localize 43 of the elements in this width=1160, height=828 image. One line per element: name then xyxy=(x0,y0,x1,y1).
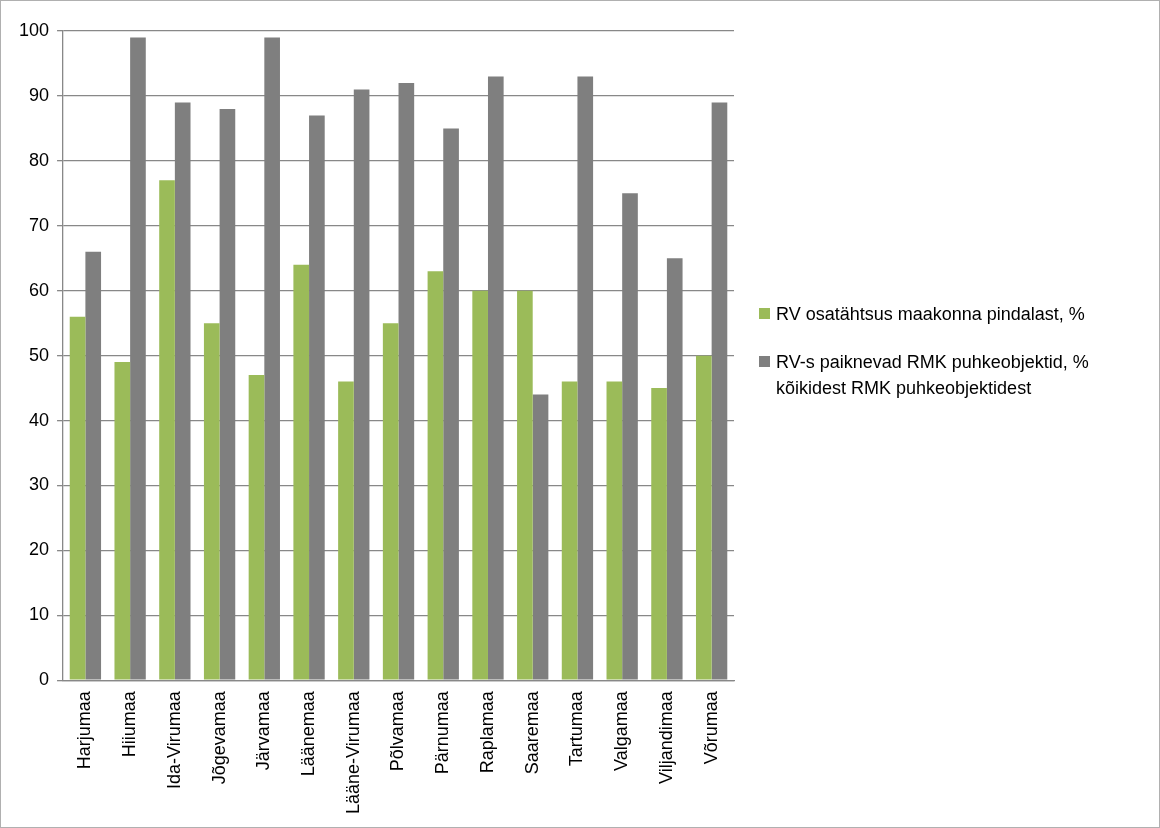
x-tick-label: Hiiumaa xyxy=(119,690,140,758)
x-tick-label: Pärnumaa xyxy=(432,690,453,775)
bar xyxy=(606,381,623,680)
y-tick-label: 90 xyxy=(29,84,50,105)
x-tick-label: Järvamaa xyxy=(253,690,274,771)
x-tick-label: Valgamaa xyxy=(611,690,632,771)
y-tick-label: 20 xyxy=(29,539,50,560)
bar xyxy=(248,375,265,680)
legend-label: RV-s paiknevad RMK puhkeobjektid, % kõikidest RMK puhkeobjektidest xyxy=(776,351,1089,401)
x-tick-label: Võrumaa xyxy=(700,690,721,765)
y-tick-label: 30 xyxy=(29,474,50,495)
bar xyxy=(382,323,399,680)
bar xyxy=(472,290,488,680)
bar xyxy=(427,271,444,680)
x-tick-label: Saaremaa xyxy=(521,690,542,775)
legend-label: RV osatähtsus maakonna pindalast, % xyxy=(776,303,1085,326)
y-tick-label: 0 xyxy=(39,669,50,690)
x-tick-label: Lääne-Virumaa xyxy=(342,690,363,814)
y-tick-label: 60 xyxy=(29,279,50,300)
x-tick-label: Läänemaa xyxy=(298,690,319,777)
x-tick-label: Viljandimaa xyxy=(655,690,676,784)
x-tick-label: Harjumaa xyxy=(74,690,95,770)
x-tick-label: Jõgevamaa xyxy=(208,690,229,785)
y-tick-label: 10 xyxy=(29,604,50,625)
bar xyxy=(695,355,712,680)
x-tick-label: Raplamaa xyxy=(476,690,497,774)
y-tick-label: 100 xyxy=(18,19,50,40)
x-tick-label: Ida-Virumaa xyxy=(163,690,184,789)
x-tick-label: Põlvamaa xyxy=(387,690,408,772)
bar xyxy=(517,290,533,680)
bar xyxy=(651,388,667,680)
y-tick-label: 70 xyxy=(29,214,50,235)
y-tick-label: 50 xyxy=(29,344,50,365)
bar xyxy=(203,323,220,680)
x-tick-label: Tartumaa xyxy=(566,690,587,767)
bar xyxy=(293,264,310,680)
y-tick-label: 80 xyxy=(29,149,50,170)
bar xyxy=(69,316,86,680)
bar xyxy=(561,381,578,680)
y-tick-label: 40 xyxy=(29,409,50,430)
bar xyxy=(159,180,175,680)
bar xyxy=(114,362,131,680)
bar xyxy=(338,381,354,680)
